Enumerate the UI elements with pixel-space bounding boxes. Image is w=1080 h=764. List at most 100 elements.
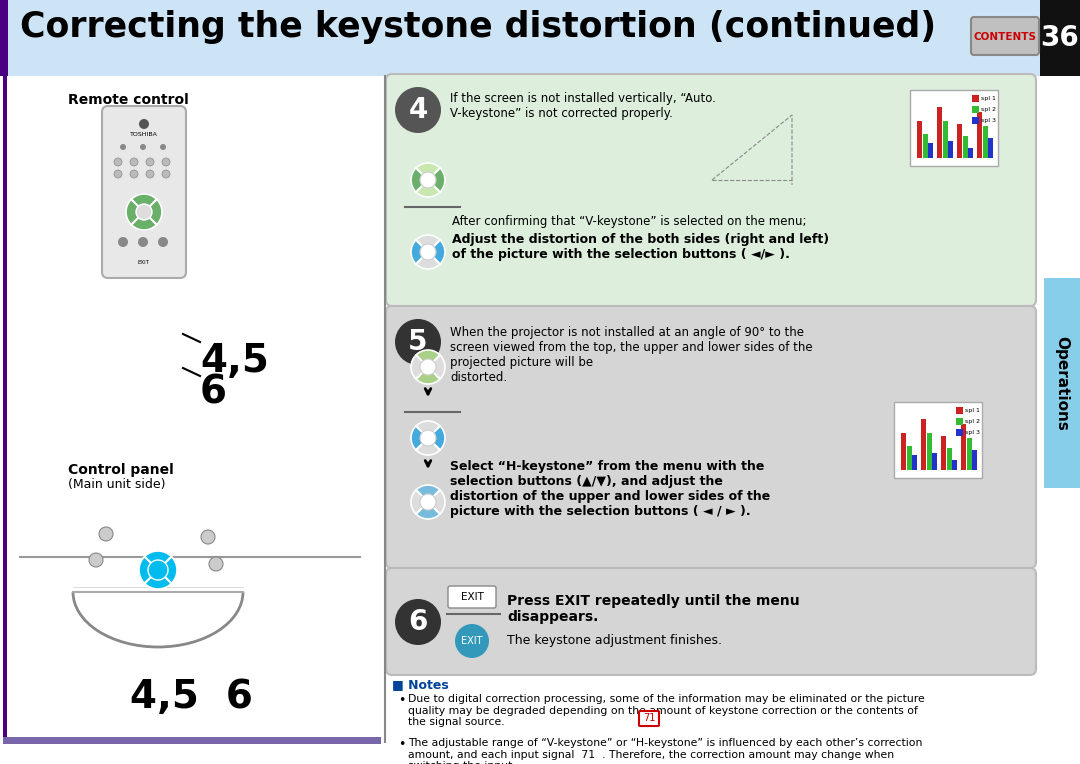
- Circle shape: [146, 158, 154, 166]
- Wedge shape: [416, 367, 440, 384]
- Wedge shape: [416, 252, 440, 269]
- Wedge shape: [428, 426, 445, 450]
- Text: •: •: [399, 694, 405, 707]
- Wedge shape: [416, 235, 440, 252]
- Circle shape: [201, 530, 215, 544]
- Circle shape: [114, 158, 122, 166]
- Text: The adjustable range of “V-keystone” or “H-keystone” is influenced by each other: The adjustable range of “V-keystone” or …: [408, 738, 922, 764]
- Circle shape: [420, 494, 436, 510]
- Circle shape: [395, 87, 441, 133]
- Wedge shape: [416, 438, 440, 455]
- Text: •: •: [399, 738, 405, 751]
- Text: EXIT: EXIT: [461, 636, 483, 646]
- FancyBboxPatch shape: [386, 74, 1036, 306]
- Bar: [951, 460, 957, 470]
- Text: spl 3: spl 3: [981, 118, 996, 123]
- Text: 4,5: 4,5: [200, 342, 269, 380]
- Text: spl 2: spl 2: [981, 107, 996, 112]
- Text: Remote control: Remote control: [68, 93, 189, 107]
- Bar: [972, 451, 977, 470]
- Bar: [932, 453, 937, 470]
- Text: The keystone adjustment finishes.: The keystone adjustment finishes.: [507, 634, 723, 647]
- Bar: [956, 407, 963, 414]
- Wedge shape: [428, 240, 445, 264]
- Circle shape: [162, 158, 170, 166]
- Wedge shape: [416, 350, 440, 367]
- FancyBboxPatch shape: [971, 17, 1039, 55]
- Text: spl 2: spl 2: [966, 419, 980, 424]
- Bar: [941, 435, 946, 470]
- Circle shape: [120, 144, 126, 150]
- Wedge shape: [139, 557, 158, 583]
- Wedge shape: [411, 426, 428, 450]
- Circle shape: [420, 172, 436, 188]
- Circle shape: [420, 430, 436, 446]
- Bar: [972, 117, 978, 124]
- Wedge shape: [416, 502, 440, 519]
- Bar: [961, 424, 966, 470]
- Text: 5: 5: [408, 328, 428, 356]
- Text: Press EXIT repeatedly until the menu
disappears.: Press EXIT repeatedly until the menu dis…: [507, 594, 799, 624]
- Wedge shape: [411, 355, 428, 379]
- Text: spl 3: spl 3: [966, 430, 980, 435]
- Wedge shape: [416, 163, 440, 180]
- Text: spl 1: spl 1: [981, 96, 996, 101]
- Wedge shape: [411, 168, 428, 192]
- FancyBboxPatch shape: [386, 568, 1036, 675]
- Circle shape: [148, 560, 168, 580]
- Bar: [968, 148, 973, 158]
- Circle shape: [160, 144, 166, 150]
- Wedge shape: [132, 194, 157, 212]
- Wedge shape: [416, 421, 440, 438]
- Wedge shape: [132, 212, 157, 230]
- Bar: [956, 429, 963, 436]
- Text: When the projector is not installed at an angle of 90° to the
screen viewed from: When the projector is not installed at a…: [450, 326, 812, 384]
- Text: 6: 6: [408, 608, 428, 636]
- Circle shape: [162, 170, 170, 178]
- Text: Adjust the distortion of the both sides (right and left)
of the picture with the: Adjust the distortion of the both sides …: [453, 233, 829, 261]
- Text: 71: 71: [643, 713, 656, 723]
- Text: 4,5  6: 4,5 6: [130, 678, 253, 716]
- FancyBboxPatch shape: [386, 306, 1036, 568]
- Bar: [957, 124, 962, 158]
- Circle shape: [158, 237, 168, 247]
- Bar: [1040, 0, 1080, 76]
- FancyBboxPatch shape: [639, 711, 659, 726]
- Bar: [921, 419, 926, 470]
- Text: spl 1: spl 1: [966, 408, 980, 413]
- Circle shape: [118, 237, 129, 247]
- Wedge shape: [126, 199, 144, 225]
- Circle shape: [138, 237, 148, 247]
- Bar: [983, 126, 987, 158]
- Wedge shape: [144, 199, 162, 225]
- Text: If the screen is not installed vertically, “Auto.
V-keystone” is not corrected p: If the screen is not installed verticall…: [450, 92, 716, 120]
- Bar: [901, 433, 906, 470]
- Bar: [972, 106, 978, 113]
- Bar: [967, 439, 972, 470]
- Bar: [948, 141, 953, 158]
- Wedge shape: [411, 490, 428, 514]
- Text: EXIT: EXIT: [460, 592, 484, 602]
- Bar: [0, 0, 8, 76]
- Text: Select “H-keystone” from the menu with the
selection buttons (▲/▼), and adjust t: Select “H-keystone” from the menu with t…: [450, 460, 770, 518]
- Wedge shape: [428, 168, 445, 192]
- Circle shape: [420, 359, 436, 375]
- FancyBboxPatch shape: [102, 106, 186, 278]
- Text: (Main unit side): (Main unit side): [68, 478, 165, 491]
- Text: EXIT: EXIT: [138, 260, 150, 265]
- Circle shape: [455, 624, 489, 658]
- Bar: [928, 144, 933, 158]
- Bar: [972, 95, 978, 102]
- Circle shape: [99, 527, 113, 541]
- Wedge shape: [428, 355, 445, 379]
- Wedge shape: [428, 490, 445, 514]
- Bar: [894, 402, 982, 478]
- Circle shape: [210, 557, 222, 571]
- Wedge shape: [145, 570, 172, 589]
- Bar: [1044, 278, 1080, 488]
- Circle shape: [139, 119, 149, 129]
- Text: Due to digital correction processing, some of the information may be eliminated : Due to digital correction processing, so…: [408, 694, 924, 727]
- Wedge shape: [416, 485, 440, 502]
- Text: Operations: Operations: [1054, 335, 1069, 430]
- Text: TOSHIBA: TOSHIBA: [130, 132, 158, 137]
